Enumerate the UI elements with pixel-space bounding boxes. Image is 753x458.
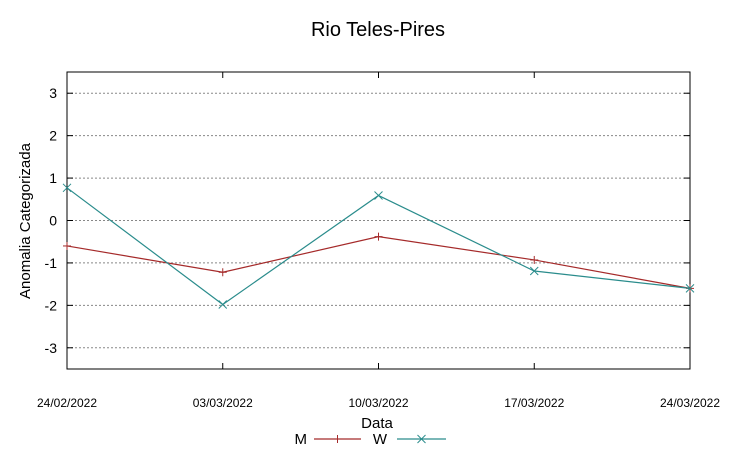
cross-marker (685, 284, 695, 293)
y-tick-label: 3 (49, 85, 57, 101)
cross-marker (218, 300, 228, 309)
x-tick-label: 24/02/2022 (37, 396, 97, 410)
y-tick-label: -3 (45, 340, 58, 356)
legend-label: W (373, 431, 388, 448)
x-tick-label: 24/03/2022 (660, 396, 720, 410)
x-axis-label: Data (361, 415, 393, 432)
series-lines (62, 183, 695, 309)
cross-marker (529, 266, 539, 276)
cross-marker (374, 191, 383, 200)
y-axis: 3 2 1 0 -1 -2 -3 (45, 85, 690, 356)
x-tick-label: 17/03/2022 (504, 396, 564, 410)
y-tick-label: -1 (45, 255, 58, 271)
cross-marker (417, 434, 426, 444)
series-w (62, 183, 695, 309)
y-tick-label: -2 (45, 297, 58, 313)
series-line (66, 187, 691, 306)
y-tick-label: 1 (49, 170, 57, 186)
y-tick-label: 0 (49, 213, 57, 229)
chart-title: Rio Teles-Pires (311, 19, 445, 41)
x-tick-label: 10/03/2022 (348, 396, 408, 410)
legend-label: M (295, 431, 308, 448)
y-axis-label: Anomalia Categorizada (17, 142, 34, 299)
x-axis: 24/02/2022 03/03/2022 10/03/2022 17/03/2022… (37, 72, 720, 410)
gridlines (67, 92, 690, 349)
y-tick-label: 2 (49, 128, 57, 144)
x-tick-label: 03/03/2022 (193, 396, 253, 410)
cross-marker (62, 183, 72, 193)
